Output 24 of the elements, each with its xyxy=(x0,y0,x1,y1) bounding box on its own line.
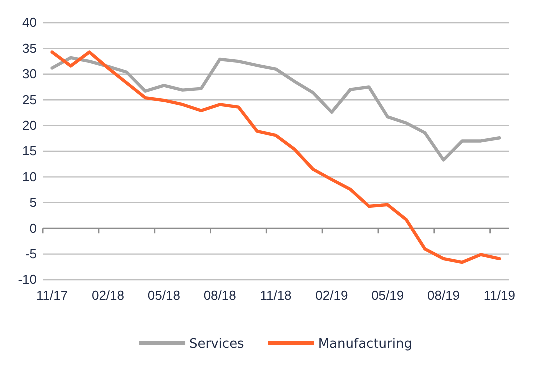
y-tick-label: -10 xyxy=(18,272,37,288)
legend-label: Manufacturing xyxy=(318,337,412,352)
y-tick-label: -5 xyxy=(25,246,37,262)
y-tick-label: 15 xyxy=(22,144,37,159)
y-tick-label: 40 xyxy=(22,15,37,30)
x-tick-label: 05/19 xyxy=(372,288,404,304)
x-tick-label: 08/18 xyxy=(204,288,236,304)
x-tick-label: 02/18 xyxy=(92,288,125,304)
y-tick-label: 0 xyxy=(30,220,37,236)
legend-label: Services xyxy=(190,337,245,352)
x-tick-label: 05/18 xyxy=(148,288,180,304)
y-tick-label: 5 xyxy=(30,195,37,210)
x-tick-label: 08/19 xyxy=(427,288,460,304)
y-tick-label: 30 xyxy=(22,66,37,82)
y-tick-label: 10 xyxy=(22,169,37,184)
line-series xyxy=(50,56,502,162)
y-tick-label: 35 xyxy=(22,40,37,56)
y-tick-label: 20 xyxy=(22,118,37,133)
x-tick-label: 02/19 xyxy=(316,288,348,304)
x-tick-label: 11/19 xyxy=(484,288,516,304)
y-tick-label: 25 xyxy=(22,92,37,108)
line-series xyxy=(50,50,502,264)
x-tick-label: 11/17 xyxy=(36,288,68,304)
x-tick-label: 11/18 xyxy=(260,288,292,304)
